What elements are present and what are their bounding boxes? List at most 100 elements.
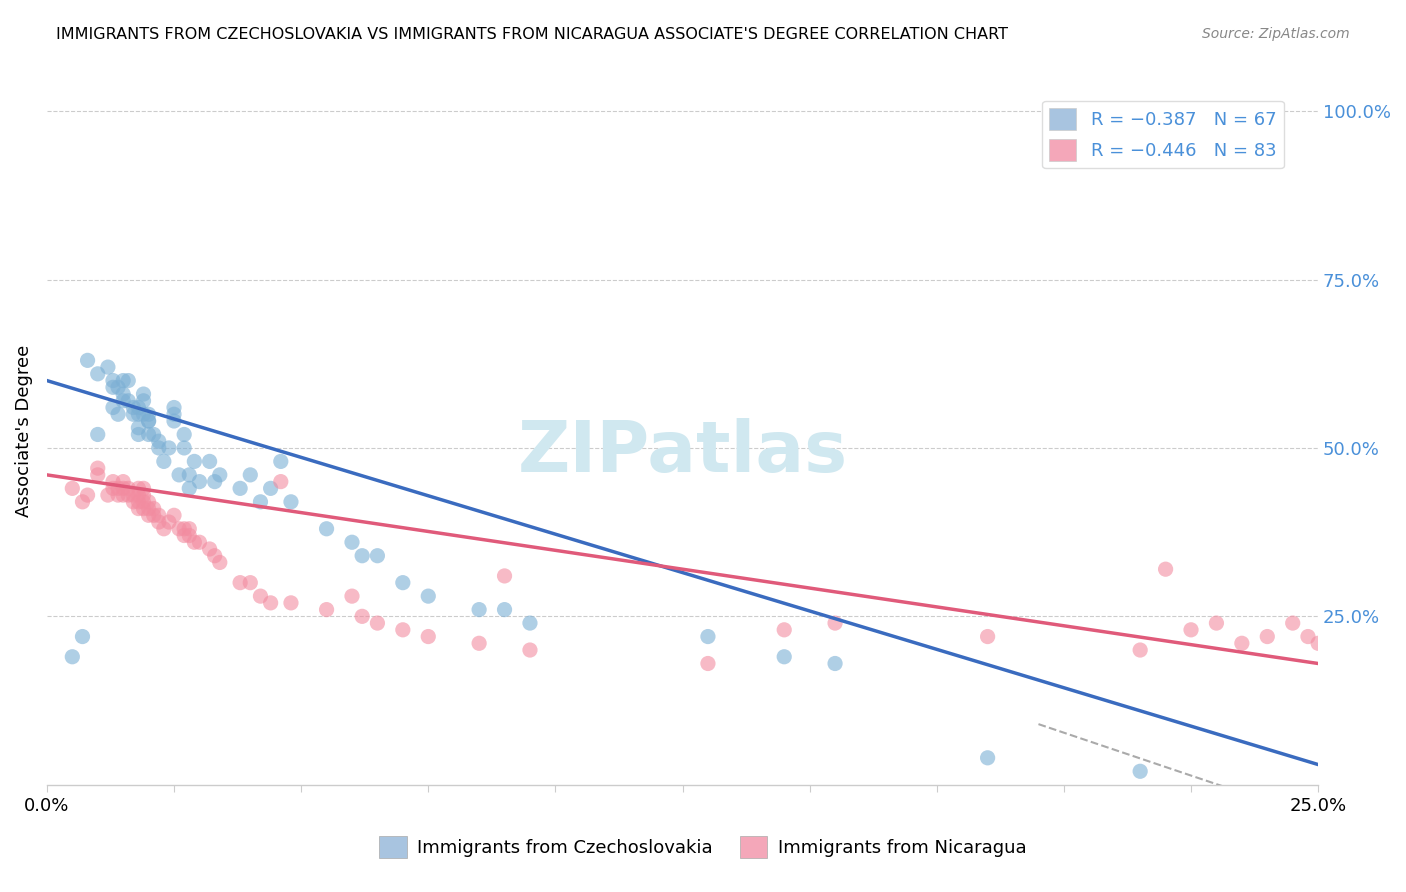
- Point: [173, 528, 195, 542]
- Point: [127, 501, 149, 516]
- Point: [107, 407, 129, 421]
- Point: [259, 596, 281, 610]
- Point: [132, 495, 155, 509]
- Point: [183, 454, 205, 468]
- Point: [72, 630, 94, 644]
- Point: [198, 541, 221, 556]
- Point: [519, 643, 541, 657]
- Point: [1154, 562, 1177, 576]
- Point: [773, 649, 796, 664]
- Point: [315, 522, 337, 536]
- Point: [352, 549, 374, 563]
- Point: [153, 454, 176, 468]
- Point: [87, 367, 110, 381]
- Point: [366, 616, 388, 631]
- Point: [117, 374, 139, 388]
- Point: [127, 481, 149, 495]
- Point: [148, 508, 170, 523]
- Point: [138, 414, 160, 428]
- Y-axis label: Associate's Degree: Associate's Degree: [15, 345, 32, 517]
- Point: [148, 515, 170, 529]
- Point: [167, 467, 190, 482]
- Point: [138, 508, 160, 523]
- Point: [127, 407, 149, 421]
- Point: [122, 495, 145, 509]
- Point: [132, 407, 155, 421]
- Point: [249, 589, 271, 603]
- Text: IMMIGRANTS FROM CZECHOSLOVAKIA VS IMMIGRANTS FROM NICARAGUA ASSOCIATE'S DEGREE C: IMMIGRANTS FROM CZECHOSLOVAKIA VS IMMIGR…: [56, 27, 1008, 42]
- Legend: Immigrants from Czechoslovakia, Immigrants from Nicaragua: Immigrants from Czechoslovakia, Immigran…: [373, 829, 1033, 865]
- Point: [280, 495, 302, 509]
- Point: [163, 407, 186, 421]
- Point: [239, 467, 262, 482]
- Point: [173, 441, 195, 455]
- Point: [163, 414, 186, 428]
- Point: [122, 488, 145, 502]
- Point: [117, 488, 139, 502]
- Point: [72, 495, 94, 509]
- Point: [340, 535, 363, 549]
- Point: [1333, 630, 1355, 644]
- Point: [163, 508, 186, 523]
- Point: [112, 374, 135, 388]
- Point: [107, 488, 129, 502]
- Point: [153, 522, 176, 536]
- Point: [352, 609, 374, 624]
- Point: [519, 616, 541, 631]
- Point: [494, 602, 516, 616]
- Point: [101, 380, 124, 394]
- Point: [112, 481, 135, 495]
- Point: [249, 495, 271, 509]
- Point: [1347, 636, 1369, 650]
- Point: [179, 467, 201, 482]
- Point: [188, 475, 211, 489]
- Point: [76, 353, 98, 368]
- Point: [208, 556, 231, 570]
- Point: [239, 575, 262, 590]
- Point: [270, 475, 292, 489]
- Point: [179, 481, 201, 495]
- Point: [204, 549, 226, 563]
- Point: [87, 427, 110, 442]
- Point: [122, 401, 145, 415]
- Point: [1230, 636, 1253, 650]
- Point: [259, 481, 281, 495]
- Point: [112, 387, 135, 401]
- Point: [1384, 649, 1406, 664]
- Point: [132, 393, 155, 408]
- Point: [60, 481, 83, 495]
- Point: [204, 475, 226, 489]
- Point: [468, 602, 491, 616]
- Point: [1256, 630, 1278, 644]
- Point: [101, 401, 124, 415]
- Point: [117, 393, 139, 408]
- Point: [1281, 616, 1303, 631]
- Point: [97, 360, 120, 375]
- Point: [127, 495, 149, 509]
- Point: [60, 649, 83, 664]
- Point: [87, 461, 110, 475]
- Text: Source: ZipAtlas.com: Source: ZipAtlas.com: [1202, 27, 1350, 41]
- Point: [97, 488, 120, 502]
- Point: [132, 481, 155, 495]
- Point: [148, 434, 170, 449]
- Point: [112, 488, 135, 502]
- Point: [157, 515, 180, 529]
- Point: [138, 427, 160, 442]
- Text: ZIPatlas: ZIPatlas: [517, 417, 848, 487]
- Point: [127, 488, 149, 502]
- Point: [179, 522, 201, 536]
- Point: [163, 401, 186, 415]
- Point: [127, 427, 149, 442]
- Point: [188, 535, 211, 549]
- Point: [1129, 643, 1152, 657]
- Point: [167, 522, 190, 536]
- Point: [976, 630, 998, 644]
- Point: [76, 488, 98, 502]
- Point: [697, 657, 720, 671]
- Point: [198, 454, 221, 468]
- Point: [1129, 764, 1152, 779]
- Point: [132, 501, 155, 516]
- Point: [773, 623, 796, 637]
- Point: [392, 623, 415, 637]
